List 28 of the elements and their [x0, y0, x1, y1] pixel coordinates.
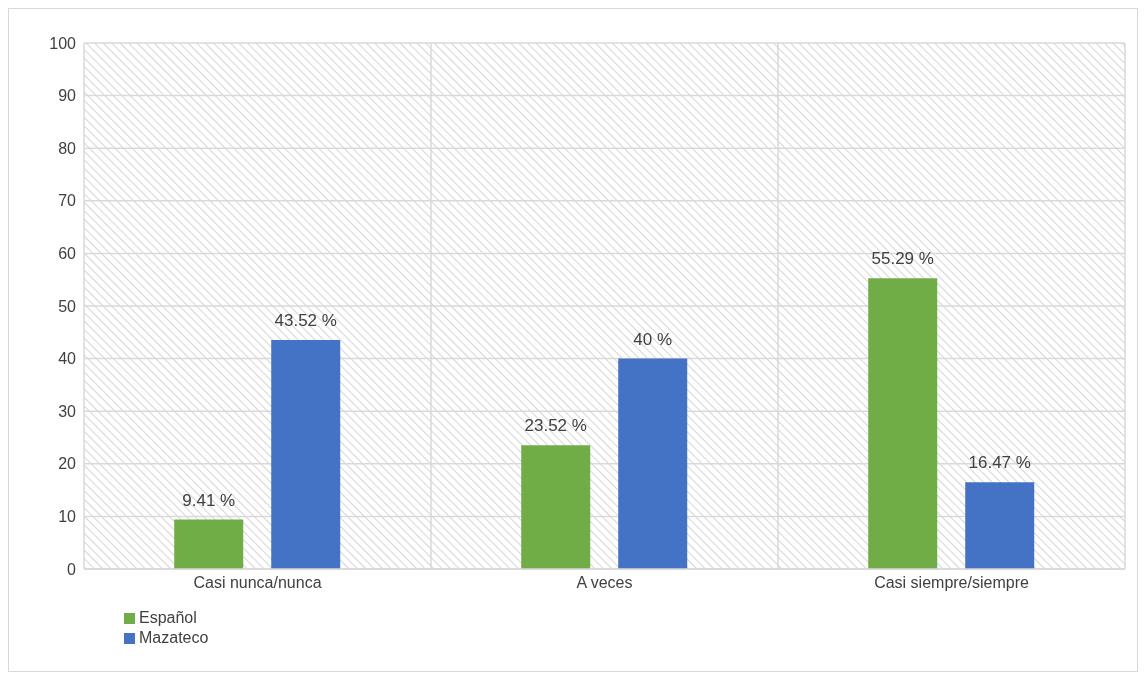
y-tick-label: 100	[49, 34, 77, 52]
y-tick-label: 50	[58, 297, 77, 315]
data-label: 23.52 %	[524, 416, 587, 436]
y-tick-label: 80	[58, 139, 77, 157]
legend-label: Español	[139, 609, 197, 627]
bar	[174, 519, 244, 569]
legend-label: Mazateco	[139, 629, 209, 647]
bar	[271, 340, 341, 569]
bar	[868, 278, 938, 569]
y-tick-label: 10	[58, 508, 77, 526]
y-tick-label: 30	[58, 402, 77, 420]
x-tick-label: Casi siempre/siempre	[874, 574, 1029, 592]
data-label: 43.52 %	[274, 311, 337, 331]
y-tick-label: 40	[58, 350, 77, 368]
x-tick-label: A veces	[576, 574, 633, 592]
x-tick-label: Casi nunca/nunca	[193, 574, 322, 592]
data-label: 55.29 %	[871, 249, 934, 269]
data-label: 40 %	[633, 329, 673, 349]
y-tick-label: 20	[58, 455, 77, 473]
y-tick-label: 60	[58, 245, 77, 263]
bar	[618, 358, 688, 569]
y-tick-label: 90	[58, 87, 77, 105]
data-label: 16.47 %	[968, 453, 1031, 473]
y-tick-label: 70	[58, 192, 77, 210]
y-tick-label: 0	[67, 560, 77, 578]
bar	[965, 482, 1035, 569]
data-label: 9.41 %	[182, 490, 236, 510]
bar	[521, 445, 591, 569]
